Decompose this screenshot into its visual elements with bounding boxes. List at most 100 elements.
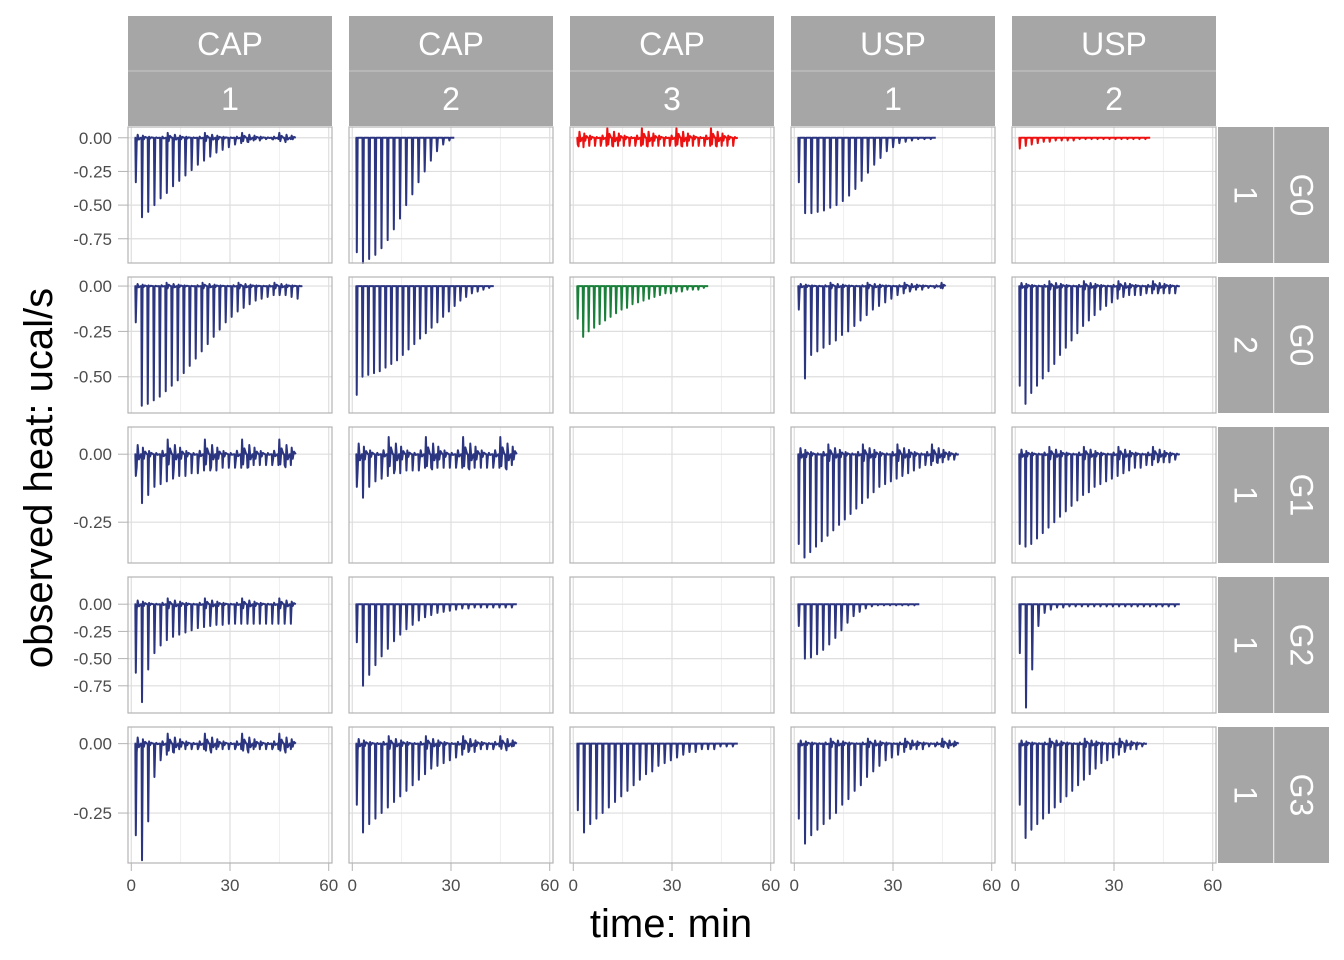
panel bbox=[348, 126, 554, 264]
column-strip-top bbox=[1012, 16, 1216, 71]
row-strip-label-outer: G0 bbox=[1284, 174, 1320, 217]
column-strip-label-top: CAP bbox=[418, 26, 484, 62]
row-strip-inner bbox=[1218, 727, 1273, 863]
y-tick-label: -0.25 bbox=[73, 622, 112, 641]
panel-border bbox=[348, 126, 554, 264]
y-tick-label: -0.25 bbox=[73, 804, 112, 823]
panel-border bbox=[348, 576, 554, 714]
row-strip-outer bbox=[1274, 577, 1329, 713]
y-tick-label: -0.25 bbox=[73, 162, 112, 181]
x-tick-label: 60 bbox=[540, 876, 559, 895]
panel-border bbox=[348, 426, 554, 564]
x-tick-label: 30 bbox=[221, 876, 240, 895]
panel bbox=[790, 276, 996, 414]
x-tick-label: 0 bbox=[127, 876, 136, 895]
y-tick-label: -0.50 bbox=[73, 650, 112, 669]
series-line bbox=[576, 742, 738, 834]
panel-border bbox=[569, 576, 775, 714]
row-strip-inner bbox=[1218, 427, 1273, 563]
panel bbox=[348, 276, 554, 414]
series-line bbox=[355, 136, 455, 264]
column-strip-label-top: CAP bbox=[639, 26, 705, 62]
column-strip-label-top: CAP bbox=[197, 26, 263, 62]
column-strip-bottom bbox=[791, 71, 995, 126]
panel bbox=[790, 726, 996, 864]
series-line bbox=[1018, 136, 1151, 150]
series-line bbox=[797, 281, 947, 380]
row-strip-label-outer: G3 bbox=[1284, 774, 1320, 817]
panel-border bbox=[790, 126, 996, 264]
row-strip-label-inner: 1 bbox=[1228, 486, 1264, 504]
panel-border bbox=[348, 276, 554, 414]
panel-border bbox=[127, 126, 333, 264]
column-strip-top bbox=[349, 16, 553, 71]
y-tick-label: -0.50 bbox=[73, 196, 112, 215]
x-tick-label: 0 bbox=[348, 876, 357, 895]
panel-border bbox=[569, 126, 775, 264]
y-tick-label: -0.50 bbox=[73, 368, 112, 387]
series-line bbox=[1018, 445, 1180, 548]
panel-border bbox=[569, 276, 775, 414]
row-strip-label-outer: G2 bbox=[1284, 624, 1320, 667]
row-strip-outer bbox=[1274, 127, 1329, 263]
panel bbox=[127, 276, 333, 414]
panel-border bbox=[790, 276, 996, 414]
y-tick-label: 0.00 bbox=[79, 277, 112, 296]
row-strip-label-inner: 2 bbox=[1228, 336, 1264, 354]
series-line bbox=[576, 285, 709, 338]
column-strip-bottom bbox=[128, 71, 332, 126]
panel-border bbox=[790, 426, 996, 564]
series-line bbox=[355, 603, 517, 687]
panel bbox=[569, 126, 775, 264]
panel bbox=[127, 576, 333, 714]
column-strip-label-bottom: 2 bbox=[442, 81, 460, 117]
x-tick-label: 60 bbox=[1203, 876, 1222, 895]
row-strip-label-inner: 1 bbox=[1228, 186, 1264, 204]
series-line bbox=[134, 597, 297, 704]
y-tick-label: -0.25 bbox=[73, 322, 112, 341]
panel bbox=[790, 426, 996, 564]
panel bbox=[1011, 576, 1217, 714]
panel-border bbox=[1011, 276, 1217, 414]
panel-border bbox=[127, 426, 333, 564]
panel bbox=[1011, 426, 1217, 564]
panel bbox=[1011, 126, 1217, 264]
y-tick-label: -0.75 bbox=[73, 230, 112, 249]
series-line bbox=[134, 732, 297, 862]
row-strip-outer bbox=[1274, 427, 1329, 563]
panel-border bbox=[790, 576, 996, 714]
panel-border bbox=[1011, 426, 1217, 564]
column-strip-label-bottom: 3 bbox=[663, 81, 681, 117]
panel bbox=[348, 726, 554, 864]
row-strip-outer bbox=[1274, 277, 1329, 413]
row-strip-label-outer: G0 bbox=[1284, 324, 1320, 367]
series-line bbox=[355, 436, 518, 499]
series-line bbox=[797, 737, 960, 845]
panel-border bbox=[1011, 126, 1217, 264]
y-tick-label: 0.00 bbox=[79, 735, 112, 754]
panel-border bbox=[569, 426, 775, 564]
y-tick-label: -0.75 bbox=[73, 677, 112, 696]
series-line bbox=[576, 127, 739, 149]
series-line bbox=[134, 281, 303, 407]
panel-border bbox=[127, 576, 333, 714]
x-tick-label: 0 bbox=[790, 876, 799, 895]
series-line bbox=[355, 285, 494, 396]
x-axis-label: time: min bbox=[590, 902, 752, 946]
column-strip-label-bottom: 2 bbox=[1105, 81, 1123, 117]
panel bbox=[790, 576, 996, 714]
y-axis-label: observed heat: ucal/s bbox=[17, 288, 61, 668]
panel-border bbox=[1011, 576, 1217, 714]
x-tick-label: 30 bbox=[663, 876, 682, 895]
panel bbox=[348, 576, 554, 714]
panel bbox=[569, 426, 775, 564]
series-line bbox=[1018, 737, 1148, 840]
series-line bbox=[797, 603, 920, 660]
x-tick-label: 60 bbox=[761, 876, 780, 895]
row-strip-inner bbox=[1218, 577, 1273, 713]
column-strip-label-top: USP bbox=[860, 26, 926, 62]
series-line bbox=[134, 131, 297, 219]
x-tick-label: 60 bbox=[319, 876, 338, 895]
column-strip-bottom bbox=[1012, 71, 1216, 126]
row-strip-outer bbox=[1274, 727, 1329, 863]
